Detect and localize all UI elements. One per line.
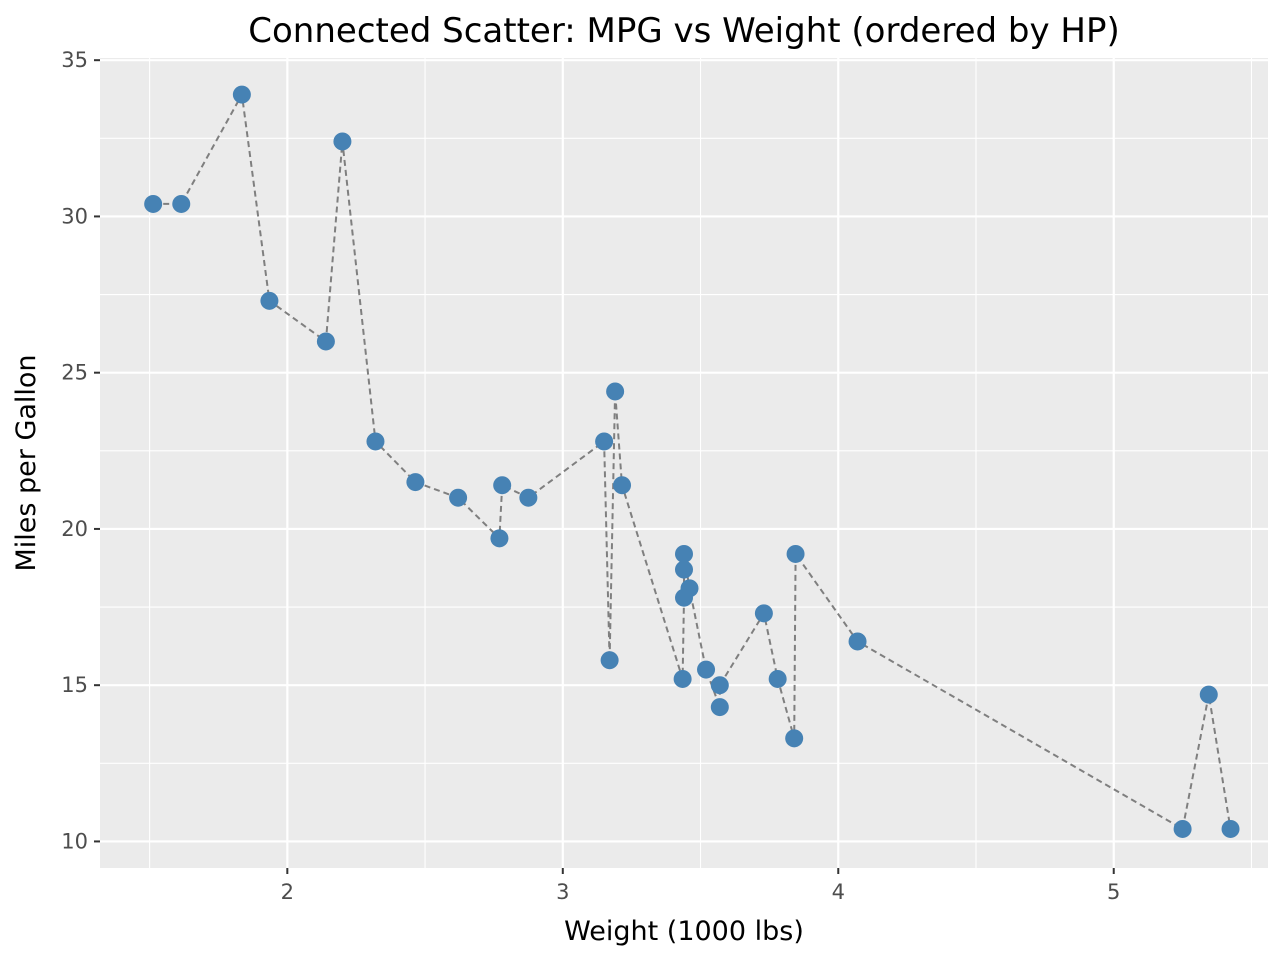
data-point [675, 544, 693, 563]
y-tick-label: 20 [61, 517, 88, 541]
data-point [848, 632, 867, 651]
data-point [490, 529, 509, 548]
y-tick-label: 10 [61, 829, 88, 853]
axis-ticks: 2 3 4 5 10 15 20 25 30 35 [61, 48, 1120, 904]
y-tick-label: 25 [61, 361, 88, 385]
y-axis-title: Miles per Gallon [11, 354, 42, 571]
connecting-path-group [153, 91, 1232, 831]
data-point [613, 476, 632, 495]
y-tick-label: 15 [61, 673, 88, 697]
data-point [406, 473, 425, 492]
data-point [333, 132, 352, 151]
data-point [1173, 819, 1192, 838]
data-point [1221, 819, 1240, 838]
data-point [232, 85, 251, 104]
data-point [493, 476, 512, 495]
connecting-path [153, 91, 1232, 831]
plot-panel [100, 58, 1268, 868]
data-point [366, 432, 385, 451]
y-tick-label: 30 [61, 204, 88, 228]
data-point [316, 332, 335, 351]
x-tick-label: 5 [1107, 880, 1120, 904]
data-point [606, 382, 625, 401]
data-point [449, 488, 468, 507]
x-axis-title: Weight (1000 lbs) [564, 916, 804, 947]
y-tick-label: 35 [61, 48, 88, 72]
data-point [260, 291, 279, 310]
x-tick-label: 2 [281, 880, 294, 904]
data-point [1199, 685, 1218, 704]
x-tick-label: 4 [832, 880, 845, 904]
data-point [675, 560, 693, 579]
data-point [680, 579, 699, 598]
data-point [519, 488, 538, 507]
chart-title: Connected Scatter: MPG vs Weight (ordere… [248, 11, 1119, 51]
data-point [600, 651, 619, 670]
x-tick-label: 3 [556, 880, 569, 904]
data-point [710, 676, 729, 695]
data-point [673, 669, 692, 688]
data-point [172, 194, 191, 213]
grid-lines [100, 58, 1268, 868]
data-point [595, 432, 614, 451]
data-point [768, 669, 787, 688]
data-point [144, 194, 163, 213]
data-point [786, 544, 805, 563]
data-point [785, 729, 804, 748]
data-points-group [144, 85, 1240, 838]
data-point [754, 604, 773, 623]
data-point [697, 660, 716, 679]
data-point [710, 698, 729, 717]
